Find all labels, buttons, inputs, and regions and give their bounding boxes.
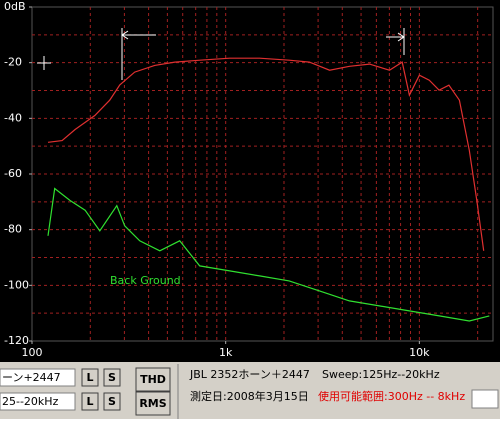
button-label: S: [108, 371, 116, 384]
button-label: THD: [140, 373, 166, 386]
series-line: [47, 187, 490, 322]
range-markers: [37, 28, 405, 80]
button-label: L: [86, 395, 93, 408]
marker-arrowhead: [397, 32, 405, 42]
y-tick-label: -20: [4, 56, 22, 69]
range-label: 使用可能範囲:300Hz -- 8kHz: [318, 389, 465, 403]
dropdown[interactable]: [471, 389, 499, 409]
marker-arrowhead: [121, 30, 129, 40]
l-button[interactable]: [81, 368, 99, 387]
x-tick-label: 10k: [409, 346, 430, 359]
text-input[interactable]: [0, 368, 76, 387]
button-label: RMS: [139, 397, 166, 410]
date-label: 測定日:2008年3月15日: [190, 389, 309, 403]
plot-background: [0, 0, 500, 362]
sweep-label: Sweep:125Hz--20kHz: [322, 368, 440, 381]
input-text: ーン+2447: [2, 371, 61, 384]
y-tick-label: -120: [4, 334, 29, 347]
x-tick-label: 1k: [219, 346, 233, 359]
input-text: 25--20kHz: [2, 395, 59, 408]
speaker-label: JBL 2352ホーン＋2447: [189, 368, 310, 381]
thd-button[interactable]: [135, 367, 171, 392]
annotation: Back Ground: [110, 274, 181, 287]
button-label: L: [86, 371, 93, 384]
series-line: [47, 57, 485, 251]
rms-button[interactable]: [135, 391, 171, 416]
y-tick-label: -100: [4, 278, 29, 291]
text-input[interactable]: [0, 392, 76, 411]
s-button[interactable]: [103, 392, 121, 411]
y-tick-label: -60: [4, 167, 22, 180]
x-tick-label: 100: [22, 346, 43, 359]
button-label: S: [108, 395, 116, 408]
y-tick-label: -80: [4, 223, 22, 236]
l-button[interactable]: [81, 392, 99, 411]
y-tick-label: 0dB: [4, 0, 26, 13]
s-button[interactable]: [103, 368, 121, 387]
y-tick-label: -40: [4, 111, 22, 124]
